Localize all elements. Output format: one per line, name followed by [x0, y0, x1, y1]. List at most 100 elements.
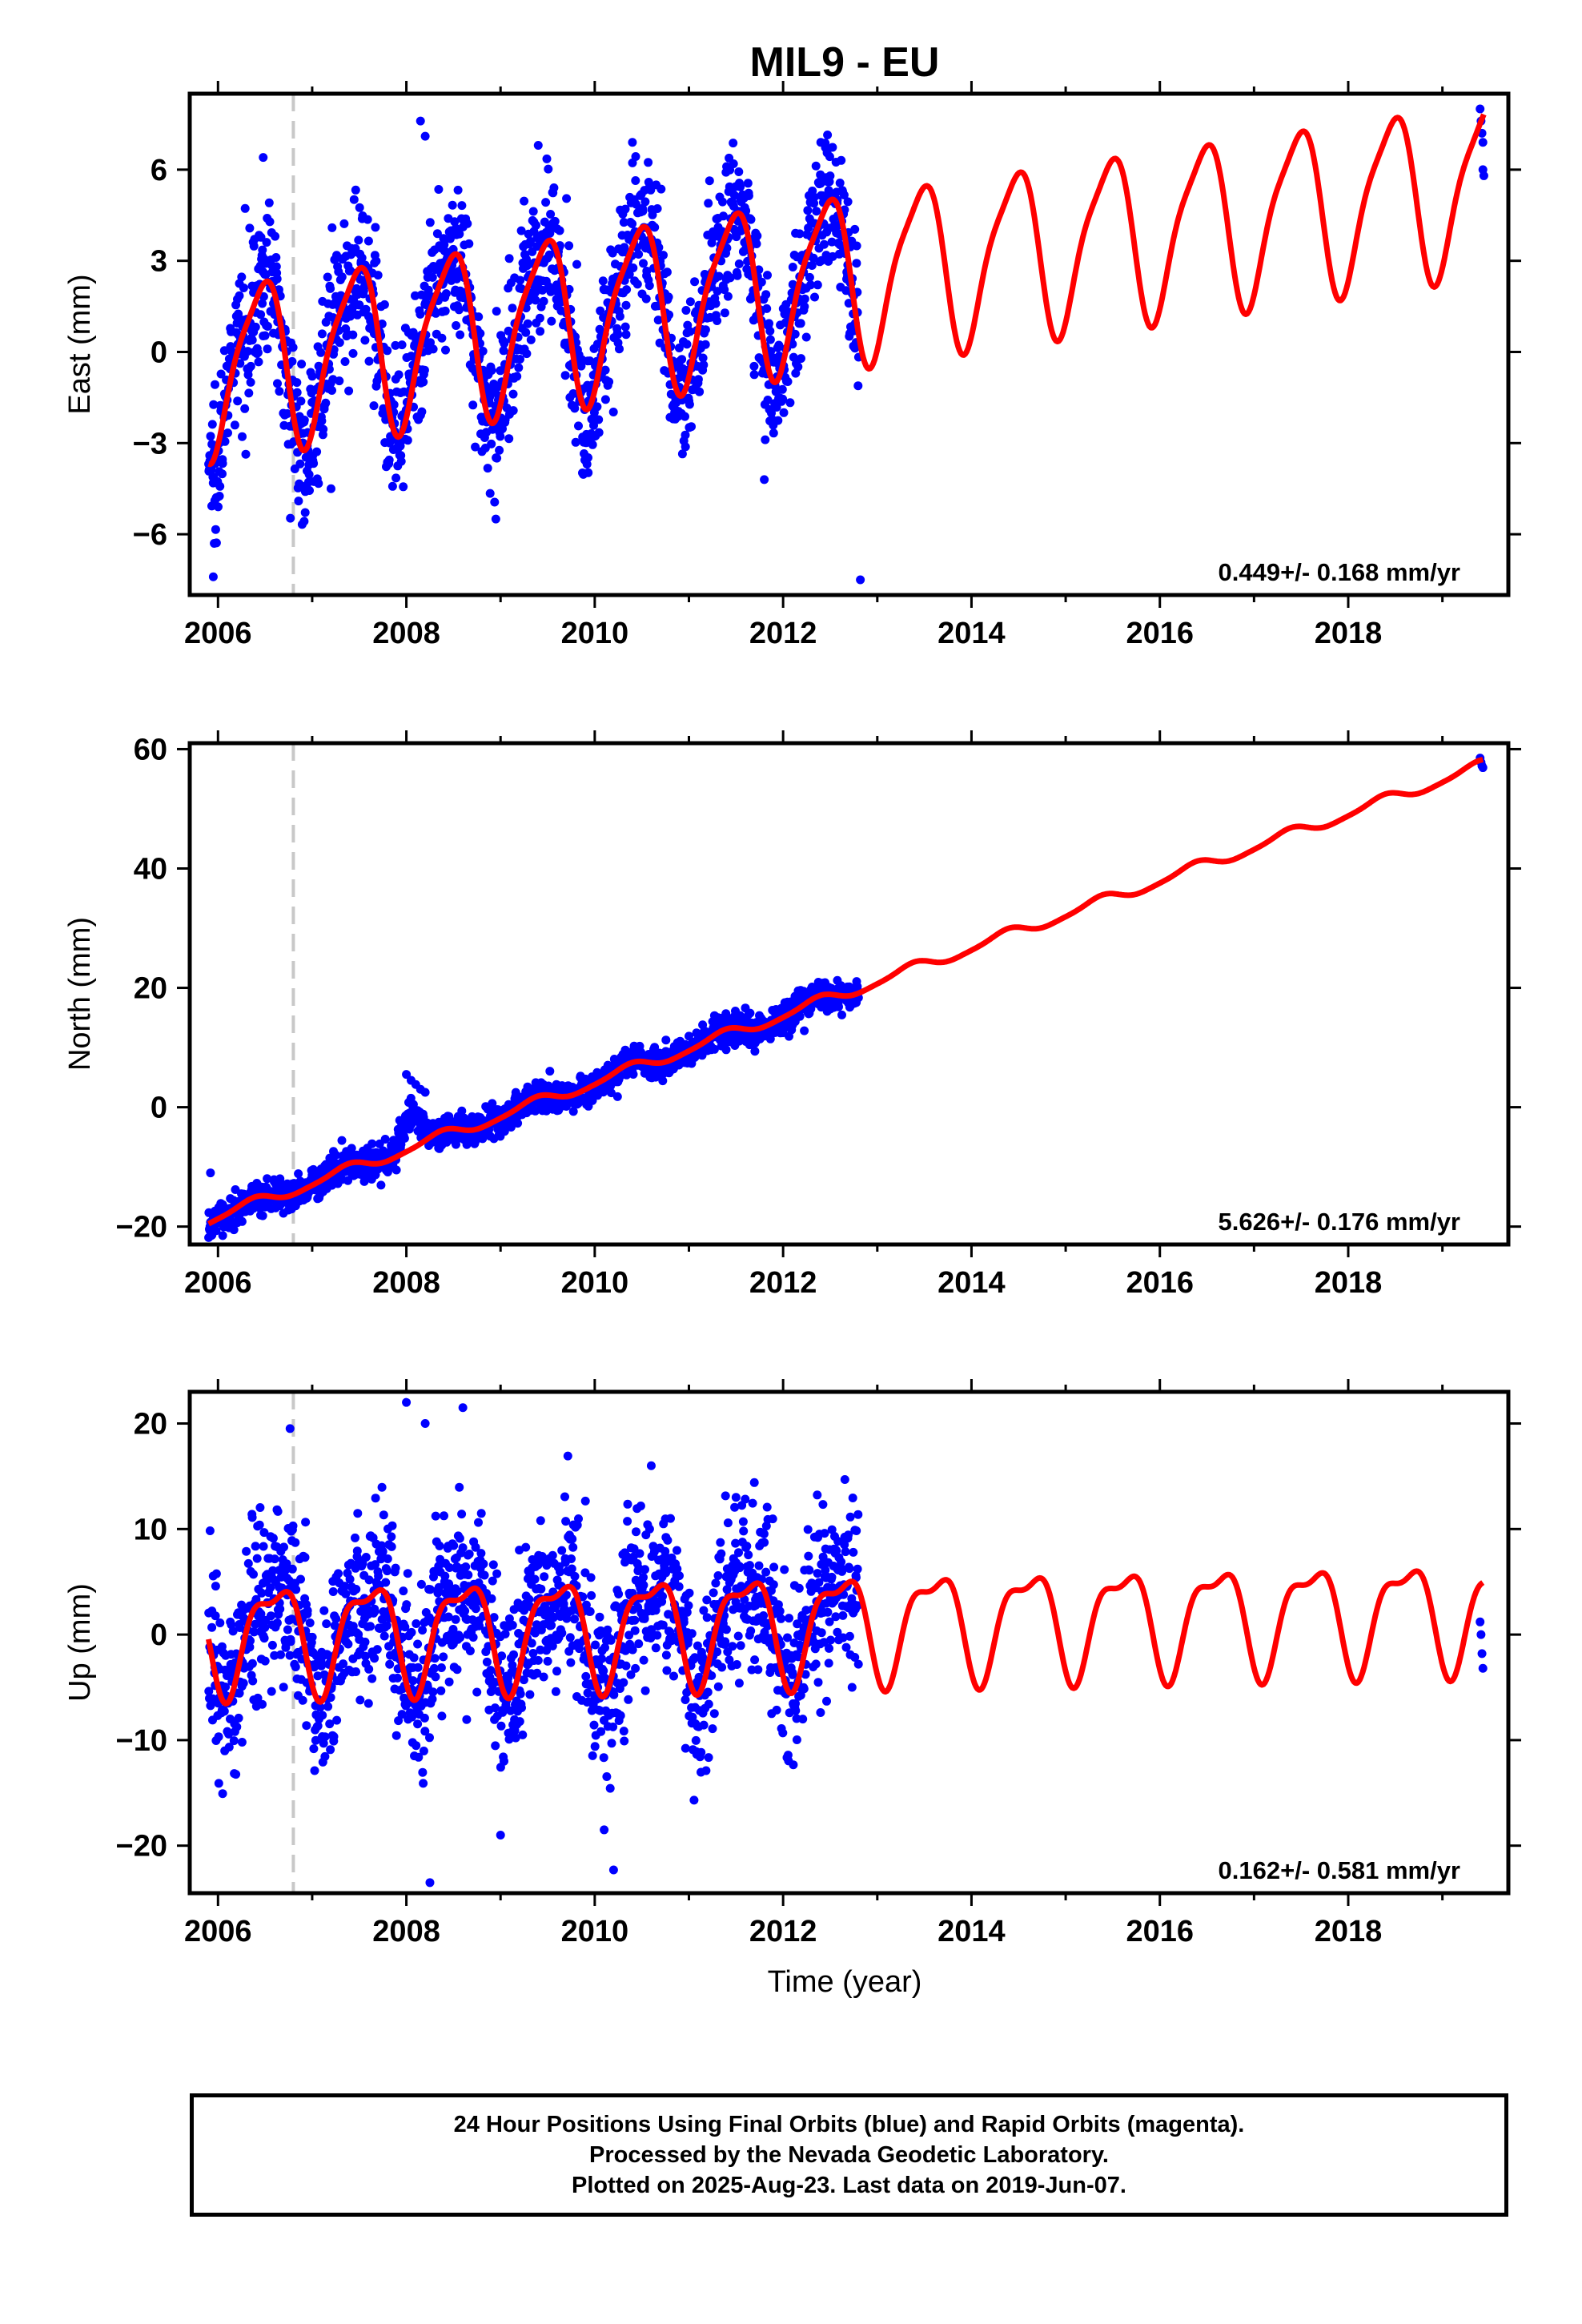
data-point [230, 420, 239, 430]
data-point [327, 386, 336, 395]
data-point [532, 220, 540, 230]
data-point [441, 345, 450, 355]
data-point [320, 1751, 330, 1761]
data-point [246, 377, 255, 387]
data-point [452, 321, 461, 330]
data-point [752, 239, 761, 248]
data-point [619, 1678, 628, 1687]
data-point [420, 1713, 429, 1723]
data-point [267, 1687, 276, 1696]
data-point [586, 1573, 596, 1582]
data-point [300, 508, 310, 517]
data-point [258, 1699, 267, 1709]
data-point [245, 223, 255, 233]
data-point [729, 159, 738, 168]
data-point [337, 1136, 347, 1145]
data-point [327, 223, 337, 232]
data-point [608, 408, 618, 416]
data-point [385, 438, 395, 448]
data-point [299, 416, 309, 424]
data-point [349, 195, 359, 204]
data-point [407, 1627, 416, 1637]
data-point [748, 1498, 757, 1508]
data-point [769, 428, 778, 438]
data-point [420, 365, 429, 375]
data-point [374, 1571, 383, 1581]
data-point [545, 224, 555, 234]
data-point [531, 296, 540, 305]
data-point [248, 1676, 258, 1686]
data-point [555, 226, 564, 235]
data-point [542, 154, 552, 163]
data-point [711, 1578, 721, 1588]
data-point [286, 513, 295, 523]
data-point [366, 316, 375, 325]
data-point [515, 1717, 524, 1727]
data-point [570, 404, 580, 413]
data-point [733, 271, 742, 280]
data-point [653, 316, 663, 325]
data-point [435, 1541, 444, 1550]
data-point [263, 1174, 272, 1184]
data-point [317, 416, 327, 426]
data-point [476, 328, 485, 338]
data-point [378, 1546, 387, 1556]
data-point [813, 280, 822, 290]
data-point [658, 1591, 667, 1601]
data-point [663, 1535, 673, 1545]
data-point [383, 1554, 392, 1563]
data-point [589, 1720, 599, 1730]
data-point [239, 1679, 248, 1688]
data-point [743, 179, 753, 188]
y-tick-label: −3 [133, 427, 167, 460]
data-point [709, 1588, 718, 1598]
data-point [382, 1621, 391, 1630]
data-point [545, 1067, 555, 1076]
data-point [690, 277, 700, 287]
data-point [536, 1516, 545, 1526]
data-point [234, 1713, 243, 1723]
data-point [211, 380, 219, 389]
data-point [243, 370, 253, 380]
data-point [714, 271, 724, 281]
data-point [656, 184, 666, 194]
data-point [823, 131, 833, 139]
data-point [704, 199, 713, 208]
data-point [287, 356, 297, 366]
data-point [623, 1499, 632, 1509]
data-point [623, 1517, 632, 1526]
data-point [348, 330, 358, 340]
data-point [526, 335, 536, 344]
data-point [785, 398, 795, 408]
data-point [675, 1571, 684, 1581]
data-point [773, 416, 783, 425]
data-point [738, 1517, 748, 1526]
data-point [677, 449, 687, 459]
data-point [455, 1534, 464, 1543]
data-point-late [1479, 171, 1488, 180]
data-point [326, 283, 335, 293]
data-point [211, 525, 220, 534]
data-point [383, 346, 392, 356]
data-point [506, 1123, 516, 1132]
data-point [218, 459, 227, 468]
data-point [568, 1534, 577, 1544]
data-point [580, 1496, 590, 1506]
data-point [514, 363, 524, 372]
data-point [328, 1587, 338, 1596]
data-point [691, 1735, 701, 1745]
data-point [268, 1534, 278, 1543]
data-point [279, 1683, 288, 1692]
data-point [698, 353, 708, 363]
data-point [464, 1550, 474, 1558]
data-point [319, 424, 328, 434]
data-point [551, 1687, 560, 1696]
data-point [803, 206, 813, 215]
data-point [207, 420, 217, 429]
data-point [567, 1554, 576, 1563]
data-point [441, 289, 451, 299]
data-point [788, 263, 797, 271]
data-point [387, 1532, 396, 1542]
data-point [364, 1664, 374, 1674]
data-point [332, 1715, 342, 1725]
